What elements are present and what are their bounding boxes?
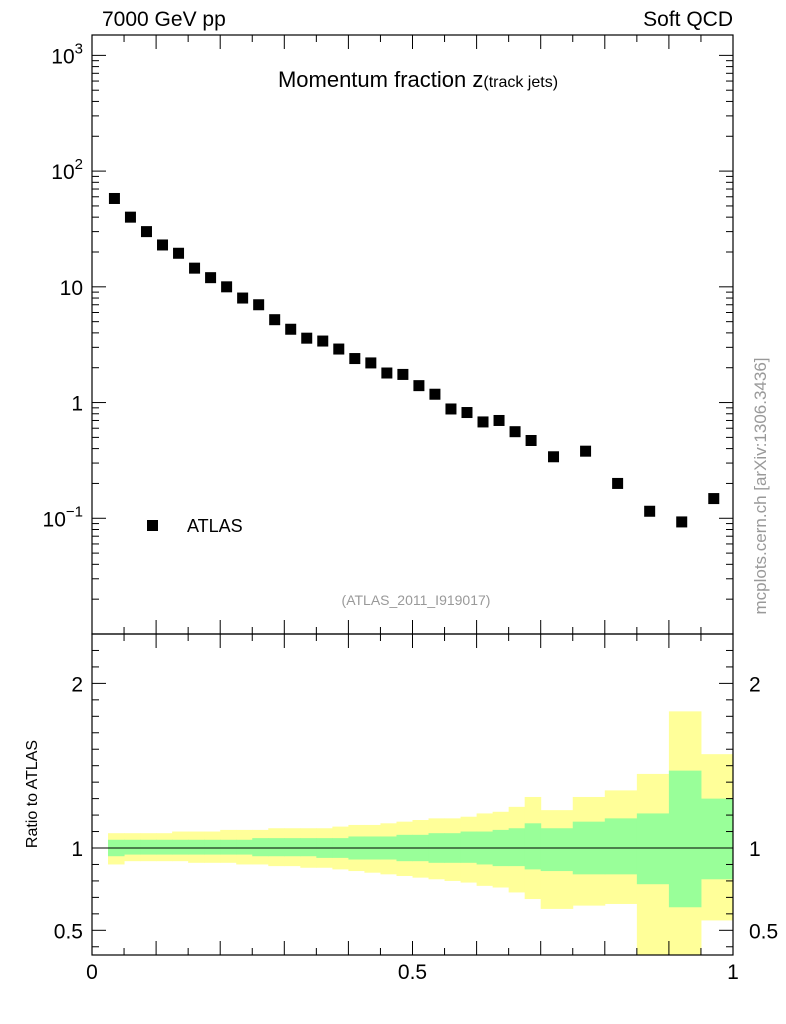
data-point: [477, 416, 489, 428]
data-point: [413, 380, 425, 392]
data-point: [525, 434, 537, 446]
x-tick-label: 0: [86, 961, 98, 984]
data-point: [221, 281, 233, 293]
band-bin: [268, 838, 285, 857]
data-point: [509, 426, 521, 438]
data-point: [365, 357, 377, 369]
legend-label-atlas: ATLAS: [187, 516, 243, 536]
data-point: [429, 388, 441, 400]
data-point: [493, 414, 505, 426]
band-bin: [156, 839, 173, 855]
band-bin: [188, 839, 205, 855]
y-tick-label-ratio: 1: [71, 838, 83, 861]
data-point: [461, 407, 473, 419]
y-tick-label: 102: [51, 156, 83, 184]
band-bin: [204, 839, 221, 855]
band-bin: [220, 839, 237, 855]
y-tick-label-ratio-right: 1: [749, 838, 761, 861]
data-point: [349, 353, 361, 365]
main-plot-frame: [91, 34, 734, 635]
data-point: [317, 335, 329, 347]
y-tick-label-ratio-right: 2: [749, 673, 761, 696]
band-bin: [700, 798, 734, 880]
legend-marker-atlas: [147, 520, 158, 531]
data-point: [173, 247, 185, 259]
y-tick-label-ratio: 2: [71, 673, 83, 696]
data-point: [301, 332, 313, 344]
data-point: [140, 226, 152, 238]
y-tick-label-ratio-right: 0.5: [749, 920, 778, 943]
band-bin: [508, 828, 526, 867]
band-bin: [300, 838, 317, 857]
data-point: [333, 343, 345, 355]
data-point: [548, 451, 560, 463]
ratio-axis-label: Ratio to ATLAS: [24, 740, 41, 848]
band-bin: [172, 839, 189, 855]
band-bin: [524, 823, 542, 870]
data-point: [269, 314, 281, 326]
x-tick-label: 1: [727, 961, 739, 984]
atlas-data-markers: [108, 192, 720, 528]
y-tick-label-ratio: 0.5: [54, 920, 83, 943]
band-bin: [236, 839, 253, 855]
data-point: [253, 299, 265, 311]
data-point: [676, 516, 688, 528]
process-label: Soft QCD: [643, 8, 733, 31]
data-point: [108, 192, 120, 204]
data-point: [205, 272, 217, 284]
data-point: [445, 403, 457, 415]
band-bin: [140, 839, 157, 855]
band-bin: [460, 831, 478, 863]
band-bin: [284, 838, 301, 857]
y-tick-label: 103: [51, 40, 83, 68]
data-point: [237, 292, 249, 304]
data-point: [397, 368, 409, 380]
band-bin: [540, 828, 574, 872]
band-bin: [604, 818, 638, 875]
energy-label: 7000 GeV pp: [102, 8, 226, 31]
source-side-label: mcplots.cern.ch [arXiv:1306.3436]: [751, 357, 770, 614]
analysis-tag: (ATLAS_2011_I919017): [342, 592, 491, 608]
data-point: [157, 239, 169, 251]
data-point: [612, 477, 624, 489]
x-tick-label: 0.5: [398, 961, 427, 984]
band-bin: [668, 770, 702, 908]
data-point: [644, 505, 656, 517]
y-tick-label: 10−1: [43, 503, 83, 531]
data-point: [285, 323, 297, 335]
plot-title: Momentum fraction z(track jets): [278, 67, 558, 92]
data-point: [381, 367, 393, 379]
band-bin: [124, 839, 141, 855]
band-bin: [252, 838, 269, 857]
data-point: [124, 211, 136, 223]
band-bin: [636, 813, 670, 885]
y-tick-label: 1: [71, 393, 83, 416]
data-point: [708, 493, 720, 505]
data-point: [189, 262, 201, 274]
y-tick-label: 10: [60, 277, 83, 300]
data-point: [580, 445, 592, 457]
